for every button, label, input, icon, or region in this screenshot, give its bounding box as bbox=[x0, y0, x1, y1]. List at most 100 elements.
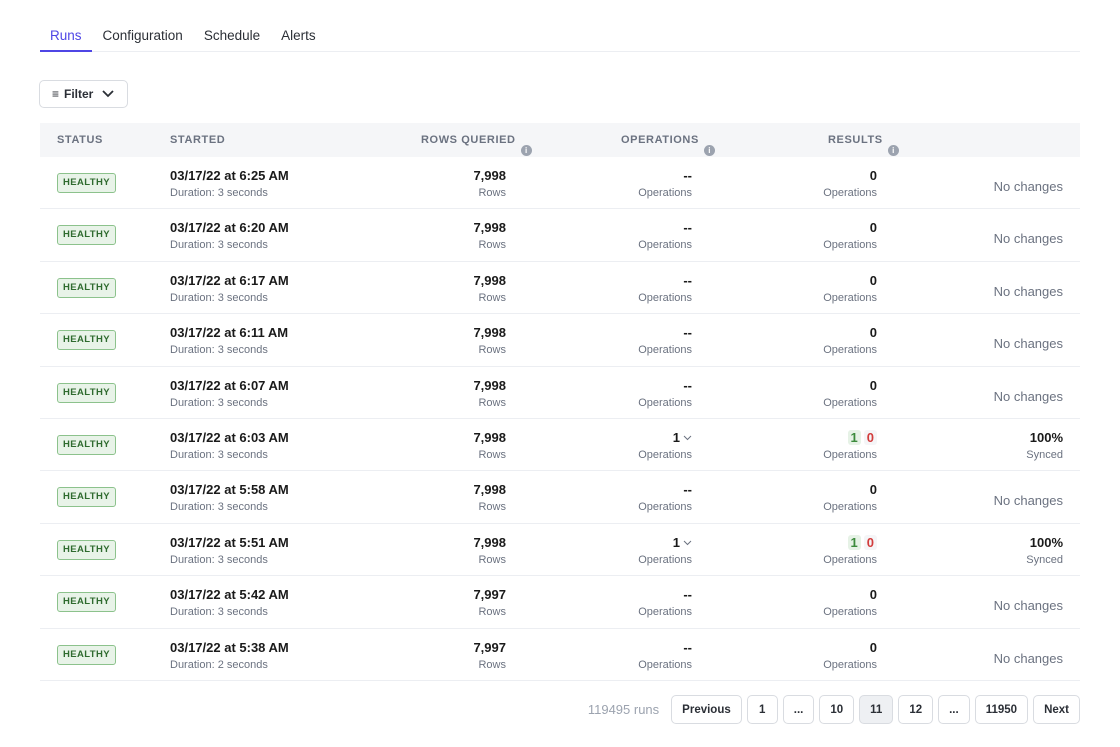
results-label: Operations bbox=[823, 291, 877, 304]
outcome: No changes bbox=[993, 598, 1063, 614]
table-row[interactable]: HEALTHY 03/17/22 at 6:25 AM Duration: 3 … bbox=[40, 157, 1080, 210]
table-row[interactable]: HEALTHY 03/17/22 at 6:03 AM Duration: 3 … bbox=[40, 419, 1080, 472]
started-time: 03/17/22 at 6:07 AM bbox=[170, 377, 289, 393]
failure-count: 0 bbox=[863, 429, 877, 445]
started-time: 03/17/22 at 5:58 AM bbox=[170, 482, 289, 498]
table-row[interactable]: HEALTHY 03/17/22 at 5:42 AM Duration: 3 … bbox=[40, 576, 1080, 629]
page-button[interactable]: 12 bbox=[898, 695, 934, 724]
results: 0 bbox=[870, 640, 877, 655]
results: 0 bbox=[870, 220, 877, 235]
page-button[interactable]: 11950 bbox=[974, 695, 1029, 724]
header-operations-label: OPERATIONS bbox=[621, 134, 699, 146]
status-badge: HEALTHY bbox=[57, 644, 116, 665]
started-time: 03/17/22 at 6:20 AM bbox=[170, 220, 289, 236]
synced-percent: 100% bbox=[1029, 429, 1063, 445]
operations[interactable]: 1 bbox=[673, 430, 692, 445]
info-icon[interactable]: i bbox=[887, 145, 899, 156]
duration: Duration: 3 seconds bbox=[170, 239, 268, 252]
table-body: HEALTHY 03/17/22 at 6:25 AM Duration: 3 … bbox=[40, 157, 1080, 681]
operations: -- bbox=[683, 220, 692, 235]
operations: -- bbox=[683, 168, 692, 183]
table-row[interactable]: HEALTHY 03/17/22 at 5:58 AM Duration: 3 … bbox=[40, 471, 1080, 524]
page-ellipsis[interactable]: ... bbox=[782, 695, 815, 724]
rows-label: Rows bbox=[478, 344, 506, 357]
started-time: 03/17/22 at 6:03 AM bbox=[170, 429, 289, 445]
results: 0 bbox=[870, 587, 877, 602]
header-operations: OPERATIONS i bbox=[621, 134, 715, 156]
page-ellipsis[interactable]: ... bbox=[938, 695, 970, 724]
failure-count: 0 bbox=[863, 534, 877, 550]
status-badge: HEALTHY bbox=[57, 277, 116, 298]
chevron-down-icon[interactable] bbox=[683, 540, 692, 546]
duration: Duration: 3 seconds bbox=[170, 187, 268, 199]
page-buttons: 1... 10 11 12... 11950 bbox=[746, 695, 1029, 724]
rows-queried: 7,998 bbox=[473, 325, 506, 341]
operations: -- bbox=[683, 640, 692, 655]
synced-label: Synced bbox=[1026, 553, 1063, 566]
rows-queried: 7,998 bbox=[473, 377, 506, 393]
tab-configuration[interactable]: Configuration bbox=[102, 28, 183, 43]
rows-label: Rows bbox=[478, 187, 506, 199]
results-count: 0 bbox=[869, 587, 877, 603]
outcome: No changes bbox=[993, 283, 1063, 299]
duration: Duration: 3 seconds bbox=[170, 291, 268, 304]
operations-label: Operations bbox=[638, 501, 692, 514]
results-count: 0 bbox=[869, 639, 877, 655]
tab-alerts[interactable]: Alerts bbox=[281, 28, 316, 43]
outcome: No changes bbox=[993, 650, 1063, 666]
rows-label: Rows bbox=[478, 658, 506, 671]
success-count: 1 bbox=[847, 534, 861, 550]
chevron-down-icon[interactable] bbox=[683, 435, 692, 441]
status-badge: HEALTHY bbox=[57, 382, 116, 403]
page-button[interactable]: 11 bbox=[859, 695, 894, 724]
rows-queried: 7,998 bbox=[473, 482, 506, 498]
rows-label: Rows bbox=[478, 448, 506, 461]
header-rows-queried: ROWS QUERIED i bbox=[421, 134, 532, 156]
table-row[interactable]: HEALTHY 03/17/22 at 6:07 AM Duration: 3 … bbox=[40, 367, 1080, 419]
operations-label: Operations bbox=[638, 658, 692, 671]
header-results-label: RESULTS bbox=[828, 134, 883, 146]
table-row[interactable]: HEALTHY 03/17/22 at 5:38 AM Duration: 2 … bbox=[40, 629, 1080, 681]
started-time: 03/17/22 at 5:42 AM bbox=[170, 587, 289, 603]
header-status: STATUS bbox=[57, 134, 103, 146]
table-row[interactable]: HEALTHY 03/17/22 at 6:11 AM Duration: 3 … bbox=[40, 314, 1080, 367]
status-badge: HEALTHY bbox=[57, 539, 116, 560]
table-row[interactable]: HEALTHY 03/17/22 at 5:51 AM Duration: 3 … bbox=[40, 524, 1080, 577]
tab-runs[interactable]: Runs bbox=[40, 0, 92, 52]
started-time: 03/17/22 at 6:11 AM bbox=[170, 325, 289, 341]
header-rows-label: ROWS QUERIED bbox=[421, 134, 516, 146]
operations-count: -- bbox=[683, 325, 692, 341]
previous-button[interactable]: Previous bbox=[671, 695, 742, 724]
operations-label: Operations bbox=[638, 291, 692, 304]
duration: Duration: 2 seconds bbox=[170, 658, 268, 671]
results-count: 0 bbox=[869, 482, 877, 498]
results-label: Operations bbox=[823, 448, 877, 461]
info-icon[interactable]: i bbox=[703, 145, 715, 156]
results-count: 0 bbox=[869, 220, 877, 236]
header-started: STARTED bbox=[170, 134, 226, 146]
duration: Duration: 3 seconds bbox=[170, 448, 268, 461]
synced-percent: 100% bbox=[1029, 534, 1063, 550]
info-icon[interactable]: i bbox=[520, 145, 532, 156]
duration: Duration: 3 seconds bbox=[170, 501, 268, 514]
outcome: No changes bbox=[993, 388, 1063, 404]
operations-label: Operations bbox=[638, 396, 692, 409]
operations-label: Operations bbox=[638, 448, 692, 461]
operations-count: -- bbox=[683, 168, 692, 183]
next-button[interactable]: Next bbox=[1033, 695, 1080, 724]
operations-count: -- bbox=[683, 377, 692, 393]
results: 0 bbox=[870, 273, 877, 288]
status-badge: HEALTHY bbox=[57, 487, 116, 508]
operations-label: Operations bbox=[638, 606, 692, 619]
table-row[interactable]: HEALTHY 03/17/22 at 6:20 AM Duration: 3 … bbox=[40, 209, 1080, 262]
page-button[interactable]: 10 bbox=[819, 695, 855, 724]
table-row[interactable]: HEALTHY 03/17/22 at 6:17 AM Duration: 3 … bbox=[40, 262, 1080, 315]
page-button[interactable]: 1 bbox=[746, 695, 778, 724]
tab-schedule[interactable]: Schedule bbox=[203, 28, 261, 43]
operations[interactable]: 1 bbox=[673, 535, 692, 550]
outcome: No changes bbox=[993, 179, 1063, 194]
filter-button[interactable]: ≡ Filter bbox=[39, 80, 128, 108]
pagination: 119495 runs Previous 1... 10 11 12... 11950 … bbox=[588, 695, 1080, 724]
rows-queried: 7,997 bbox=[473, 639, 506, 655]
